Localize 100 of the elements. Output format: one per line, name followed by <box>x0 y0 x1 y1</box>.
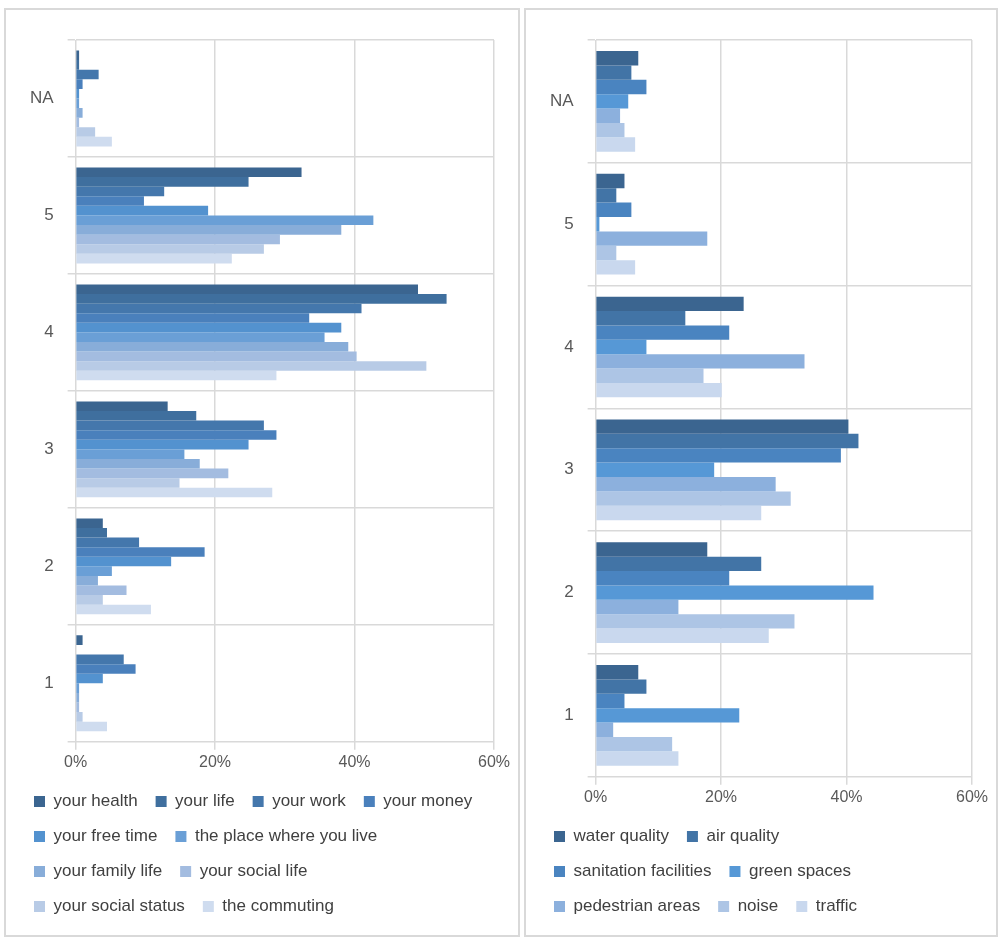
bar <box>76 478 180 488</box>
bar <box>76 253 232 264</box>
bar <box>596 51 639 66</box>
legend-label: air quality <box>706 826 780 846</box>
y-tick-label: 1 <box>564 705 574 725</box>
bar <box>76 322 342 333</box>
bar <box>596 693 625 709</box>
y-tick-label: 4 <box>44 322 54 342</box>
legend-label: your money <box>383 791 473 811</box>
bar <box>76 721 107 732</box>
bar <box>76 518 103 528</box>
legend-label: your social life <box>199 861 308 881</box>
bar <box>596 476 776 492</box>
bar <box>596 382 722 398</box>
y-tick-label: 5 <box>564 213 574 233</box>
bar <box>76 430 277 440</box>
y-tick-label: 1 <box>44 673 54 692</box>
bar <box>596 736 673 752</box>
bar <box>596 722 614 737</box>
bar <box>76 361 427 371</box>
bar <box>76 468 229 479</box>
bar <box>596 108 621 123</box>
bar <box>76 566 112 576</box>
bar <box>76 98 80 109</box>
bar <box>596 628 769 643</box>
bar <box>596 137 636 152</box>
bar <box>76 420 264 431</box>
bar <box>596 462 715 477</box>
legend-label: green spaces <box>748 861 852 881</box>
x-tick-label: 20% <box>199 752 232 770</box>
bar <box>596 217 600 232</box>
bar <box>596 339 647 355</box>
legend-label: the commuting <box>222 896 334 916</box>
bar <box>596 94 629 109</box>
x-tick-label: 0% <box>64 752 88 770</box>
bar <box>596 491 791 506</box>
bar <box>76 284 418 295</box>
bar <box>596 202 632 218</box>
y-tick-label: 3 <box>44 439 54 459</box>
x-tick-label: 60% <box>955 787 989 805</box>
bar <box>76 449 185 459</box>
bar <box>76 547 205 557</box>
bar <box>596 433 859 449</box>
bar <box>596 679 647 694</box>
bar <box>76 177 249 187</box>
bar <box>76 673 103 684</box>
bar <box>76 313 310 323</box>
bar <box>76 537 140 548</box>
bar <box>76 487 273 498</box>
bar <box>596 542 708 557</box>
bar <box>596 65 632 80</box>
bar <box>76 136 112 147</box>
bar <box>596 231 708 246</box>
legend-label: your social status <box>53 896 185 916</box>
x-tick-label: 20% <box>705 787 738 805</box>
bar <box>596 585 874 600</box>
bar <box>76 79 83 89</box>
bar <box>76 692 80 703</box>
bar <box>596 188 617 203</box>
bar <box>596 419 849 434</box>
bar <box>76 575 98 586</box>
bar <box>76 332 325 343</box>
bar <box>596 260 636 275</box>
bar <box>596 325 730 340</box>
bar <box>76 458 200 469</box>
bar <box>596 296 744 312</box>
y-tick-label: 3 <box>564 459 574 479</box>
bar <box>76 69 99 80</box>
bar <box>596 505 762 521</box>
bar <box>76 702 80 713</box>
bar <box>76 88 80 99</box>
bar <box>596 368 704 383</box>
legend-label: your family life <box>53 861 163 881</box>
bar <box>76 294 447 304</box>
x-tick-label: 40% <box>338 752 371 770</box>
bar <box>596 708 740 723</box>
bar <box>596 79 647 95</box>
bar <box>596 571 730 586</box>
legend-label: your life <box>175 791 235 811</box>
bar <box>596 354 805 369</box>
bar <box>76 654 124 665</box>
legend-label: pedestrian areas <box>573 896 701 916</box>
bar <box>76 127 96 137</box>
bar <box>76 683 80 693</box>
y-tick-label: 2 <box>44 556 54 576</box>
bar <box>596 751 679 766</box>
bar <box>76 370 277 381</box>
bar <box>76 215 374 226</box>
bar <box>76 527 107 538</box>
bar <box>76 556 172 567</box>
bar <box>76 186 165 197</box>
bar <box>76 439 249 450</box>
bar <box>76 664 136 674</box>
bar <box>76 595 103 605</box>
bar <box>596 311 686 326</box>
legend-label: your health <box>53 791 138 811</box>
bar <box>596 665 639 680</box>
y-tick-label: 2 <box>564 582 574 602</box>
bar <box>76 411 197 421</box>
x-tick-label: 40% <box>830 787 863 805</box>
